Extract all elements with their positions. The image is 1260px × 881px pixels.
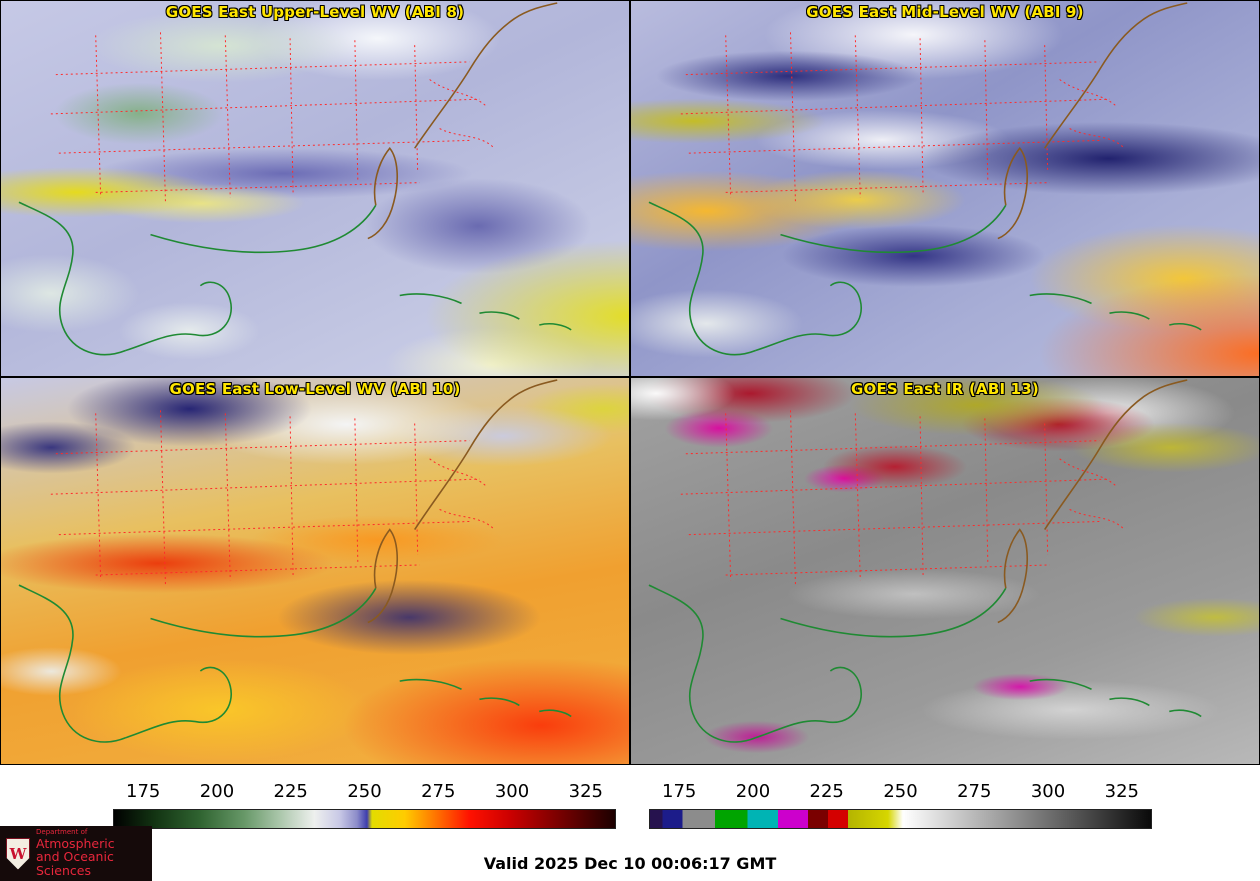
ir-colorbar-ticks: 175 200 225 250 275 300 325 xyxy=(649,781,1152,806)
coastlines xyxy=(648,379,1202,743)
logo-line-atmospheric: Atmospheric xyxy=(36,835,115,851)
ir-tick-300: 300 xyxy=(1030,781,1066,802)
satellite-imagery-mid-wv xyxy=(631,1,1259,376)
map-boundaries-overlay xyxy=(18,379,572,743)
wv-tick-200: 200 xyxy=(199,781,235,802)
map-boundaries-overlay xyxy=(648,2,1202,356)
panel-low-level-wv: GOES East Low-Level WV (ABI 10) xyxy=(0,377,630,765)
ir-tick-250: 250 xyxy=(883,781,918,802)
map-boundaries-overlay xyxy=(18,2,572,356)
wv-tick-275: 275 xyxy=(421,781,456,802)
ir-colorbar-gradient xyxy=(649,809,1152,829)
footer: 175 200 225 250 275 300 325 175 200 225 … xyxy=(0,765,1260,881)
aos-department-logo: W Department of Atmospheric and Oceanic … xyxy=(0,826,152,881)
ir-tick-225: 225 xyxy=(809,781,844,802)
logo-line-oceanic-sciences: and Oceanic Sciences xyxy=(36,849,114,879)
panel-ir: GOES East IR (ABI 13) xyxy=(630,377,1260,765)
panel-title-low-wv: GOES East Low-Level WV (ABI 10) xyxy=(169,380,461,398)
state-borders xyxy=(50,410,495,586)
satellite-imagery-ir xyxy=(631,378,1259,764)
map-boundaries-overlay xyxy=(648,379,1202,743)
wv-tick-325: 325 xyxy=(568,781,603,802)
panel-title-mid-wv: GOES East Mid-Level WV (ABI 9) xyxy=(806,3,1084,21)
panel-title-ir: GOES East IR (ABI 13) xyxy=(850,380,1039,398)
uw-crest-icon: W xyxy=(6,837,30,870)
logo-line-department-of: Department of xyxy=(36,828,88,837)
state-borders xyxy=(680,32,1125,203)
panel-upper-level-wv: GOES East Upper-Level WV (ABI 8) xyxy=(0,0,630,377)
wv-tick-175: 175 xyxy=(125,781,161,802)
wv-colorbar: 175 200 225 250 275 300 325 xyxy=(113,781,616,833)
satellite-imagery-low-wv xyxy=(1,378,629,764)
panel-title-upper-wv: GOES East Upper-Level WV (ABI 8) xyxy=(165,3,465,21)
state-borders xyxy=(680,410,1125,586)
ir-tick-275: 275 xyxy=(957,781,992,802)
coastlines xyxy=(18,379,572,743)
wv-colorbar-ticks: 175 200 225 250 275 300 325 xyxy=(113,781,616,806)
ir-colorbar: 175 200 225 250 275 300 325 xyxy=(649,781,1152,833)
panel-grid: GOES East Upper-Level WV (ABI 8) xyxy=(0,0,1260,765)
ir-tick-325: 325 xyxy=(1104,781,1139,802)
satellite-imagery-upper-wv xyxy=(1,1,629,376)
wv-tick-225: 225 xyxy=(273,781,308,802)
wv-tick-250: 250 xyxy=(347,781,382,802)
coastlines xyxy=(18,2,572,356)
panel-mid-level-wv: GOES East Mid-Level WV (ABI 9) xyxy=(630,0,1260,377)
valid-time-label: Valid 2025 Dec 10 00:06:17 GMT xyxy=(483,854,777,873)
ir-tick-200: 200 xyxy=(735,781,771,802)
coastlines xyxy=(648,2,1202,356)
state-borders xyxy=(50,32,495,203)
wv-colorbar-gradient xyxy=(113,809,616,829)
crest-letter: W xyxy=(9,844,27,863)
ir-tick-175: 175 xyxy=(661,781,697,802)
logo-text: Department of Atmospheric and Oceanic Sc… xyxy=(36,828,146,879)
wv-tick-300: 300 xyxy=(494,781,530,802)
